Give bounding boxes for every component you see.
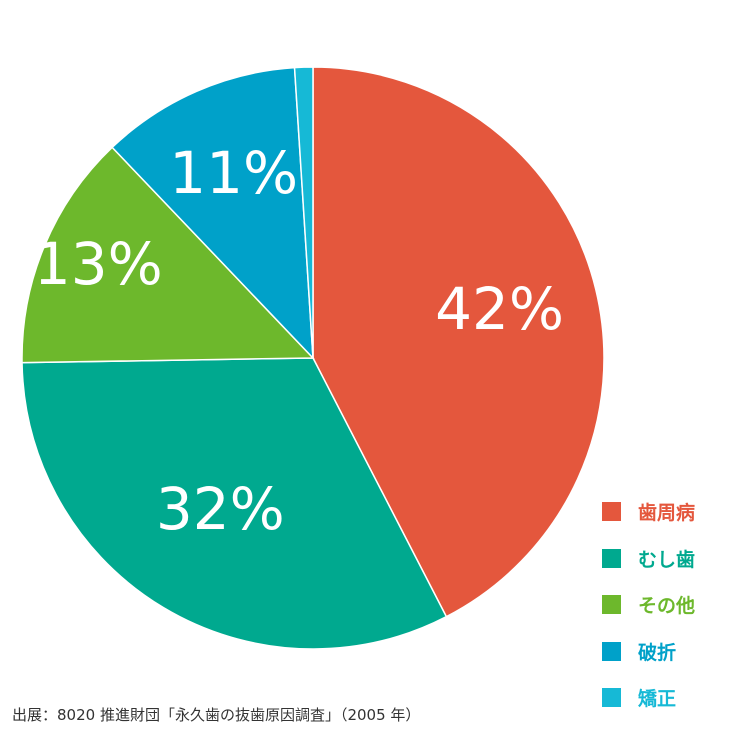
legend-swatch [602, 688, 621, 707]
data-label-2: 32% [156, 475, 285, 543]
legend-swatch [602, 502, 621, 521]
pie-data-labels: 42% 32% 13%11% 1% [34, 0, 564, 543]
data-label-3: 13% [34, 230, 163, 298]
pie-slice-3 [21, 146, 315, 364]
chart-legend: 歯周病むし歯その他破折矯正 [602, 498, 742, 731]
legend-label: 破折 [638, 641, 677, 664]
legend-item-5: 矯正 [602, 684, 742, 711]
pie-slices [21, 66, 605, 650]
pie-slice-2 [21, 357, 448, 650]
legend-item-2: むし歯 [602, 545, 742, 572]
legend-swatch [602, 641, 621, 661]
pie-slice-4 [111, 66, 314, 361]
data-label-4: 11% [169, 139, 298, 207]
pie-slice-5 [293, 66, 314, 359]
legend-label: その他 [638, 595, 696, 617]
legend-swatch [602, 548, 621, 568]
data-label-5: 1% [257, 0, 349, 64]
legend-item-1: 歯周病 [602, 498, 742, 525]
legend-item-4: 破折 [602, 638, 742, 665]
source-note: 出展：8020 推進財団「永久歯の抜歯原因調査」（2005 年） [12, 706, 421, 724]
legend-label: むし歯 [638, 548, 696, 571]
legend-label: 歯周病 [638, 502, 696, 524]
data-label-1: 42% [435, 275, 564, 343]
pie-slice-1 [312, 66, 605, 618]
legend-item-3: その他 [602, 591, 742, 618]
legend-swatch [602, 595, 621, 614]
legend-label: 矯正 [638, 688, 677, 710]
